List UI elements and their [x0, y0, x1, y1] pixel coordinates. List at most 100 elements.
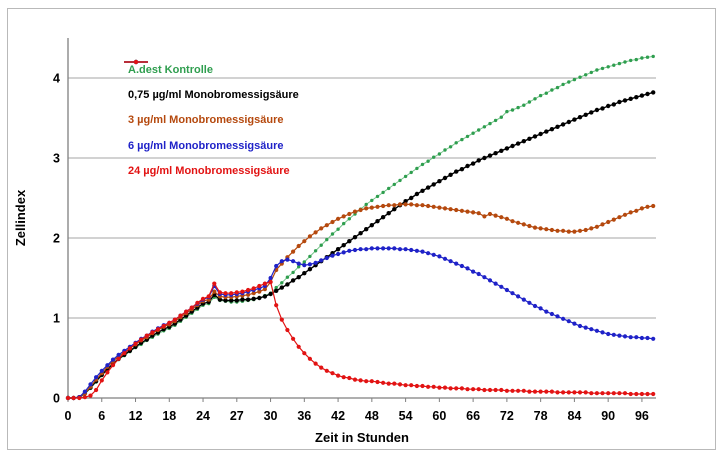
data-point-marker: [594, 107, 600, 113]
data-point-marker: [544, 389, 549, 394]
data-point-marker: [572, 321, 577, 326]
data-point-marker: [105, 363, 110, 368]
y-axis-title: Zellindex: [13, 189, 28, 246]
data-point-marker: [313, 249, 318, 253]
data-point-marker: [279, 317, 284, 322]
data-point-marker: [431, 182, 436, 187]
data-point-marker: [212, 289, 217, 294]
data-point-marker: [589, 391, 594, 396]
data-point-marker: [392, 246, 397, 251]
data-point-marker: [257, 283, 262, 289]
data-point-marker: [510, 388, 515, 393]
data-point-marker: [606, 65, 610, 69]
data-point-marker: [88, 382, 93, 387]
data-point-marker: [611, 102, 616, 107]
series-line: [68, 247, 654, 399]
data-point-marker: [555, 85, 560, 90]
data-point-marker: [504, 146, 510, 151]
data-point-marker: [454, 169, 459, 174]
data-point-marker: [515, 141, 521, 146]
data-point-marker: [291, 249, 296, 254]
data-point-marker: [645, 91, 650, 97]
data-point-marker: [527, 300, 532, 305]
data-point-marker: [538, 131, 543, 137]
data-point-marker: [487, 387, 493, 393]
data-point-marker: [470, 161, 476, 166]
data-point-marker: [555, 124, 560, 129]
x-tick-label: 60: [432, 409, 446, 423]
data-point-marker: [223, 298, 228, 303]
data-point-marker: [409, 195, 414, 201]
data-point-marker: [319, 226, 324, 231]
data-point-marker: [397, 202, 403, 207]
x-tick-label: 78: [534, 409, 548, 423]
data-point-marker: [493, 118, 498, 123]
data-point-marker: [493, 213, 498, 218]
data-point-marker: [538, 306, 543, 311]
data-point-marker: [487, 278, 493, 283]
data-point-marker: [386, 203, 391, 208]
data-point-marker: [634, 391, 639, 397]
data-point-marker: [482, 387, 487, 393]
data-point-marker: [426, 251, 431, 256]
data-point-marker: [532, 303, 538, 309]
data-point-marker: [566, 390, 571, 395]
data-point-marker: [285, 327, 290, 333]
data-point-marker: [544, 91, 548, 95]
data-point-marker: [409, 170, 413, 175]
data-point-marker: [505, 109, 509, 114]
data-point-marker: [504, 388, 509, 393]
data-point-marker: [527, 100, 532, 104]
data-point-marker: [336, 373, 341, 378]
legend-item-4: 24 µg/ml Monobromessigsäure: [124, 59, 299, 183]
data-point-marker: [285, 257, 290, 262]
data-point-marker: [589, 110, 594, 115]
data-point-marker: [567, 80, 571, 84]
data-point-marker: [651, 336, 656, 341]
data-point-marker: [476, 271, 481, 277]
data-point-marker: [606, 391, 611, 396]
data-point-marker: [324, 368, 329, 373]
data-point-marker: [94, 387, 99, 393]
data-point-marker: [572, 117, 577, 122]
data-point-marker: [578, 75, 582, 79]
y-tick-label: 3: [53, 152, 60, 166]
data-point-marker: [341, 214, 346, 219]
data-point-marker: [561, 228, 566, 233]
data-point-marker: [595, 68, 599, 72]
data-point-marker: [330, 253, 335, 258]
data-point-marker: [476, 387, 481, 392]
data-point-marker: [212, 281, 217, 286]
data-point-marker: [425, 185, 431, 190]
data-point-marker: [611, 217, 616, 222]
data-point-marker: [583, 325, 588, 330]
data-point-marker: [476, 211, 481, 216]
data-point-marker: [347, 217, 351, 221]
data-point-marker: [493, 151, 498, 156]
data-point-marker: [634, 57, 638, 62]
data-point-marker: [167, 320, 172, 325]
data-point-marker: [454, 207, 459, 213]
data-point-marker: [448, 386, 453, 391]
data-point-marker: [122, 351, 127, 356]
data-point-marker: [634, 335, 639, 340]
data-point-marker: [426, 203, 431, 209]
x-tick-label: 48: [365, 409, 379, 423]
data-point-marker: [628, 210, 633, 215]
data-point-marker: [482, 155, 487, 161]
x-tick-label: 27: [230, 409, 244, 423]
data-point-marker: [544, 309, 549, 314]
data-point-marker: [409, 202, 414, 207]
data-point-marker: [577, 323, 583, 329]
data-point-marker: [297, 265, 301, 269]
data-point-marker: [341, 243, 346, 248]
data-point-marker: [251, 291, 256, 296]
data-point-marker: [471, 131, 475, 135]
data-point-marker: [155, 327, 161, 332]
data-point-marker: [352, 209, 358, 214]
data-point-marker: [426, 384, 431, 389]
data-point-marker: [538, 93, 543, 98]
data-point-marker: [611, 332, 616, 337]
data-point-marker: [442, 175, 448, 181]
data-point-marker: [375, 204, 380, 209]
